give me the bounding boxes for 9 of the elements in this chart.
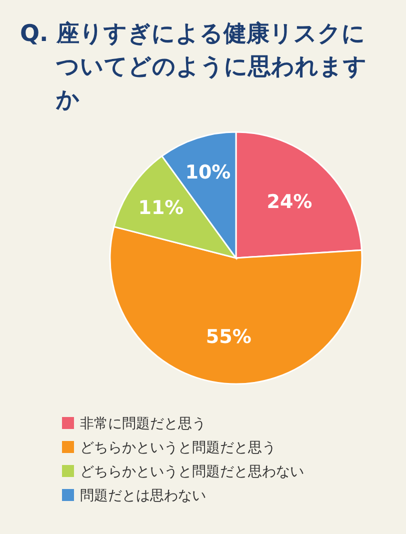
chart-title: Q. 座りすぎによる健康リスクについてどのように思われますか — [20, 20, 368, 115]
legend-label: どちらかというと問題だと思う — [80, 440, 276, 456]
legend-label: 非常に問題だと思う — [80, 416, 206, 432]
data-label: 24% — [266, 191, 312, 214]
data-label: 11% — [138, 197, 184, 220]
legend-label: どちらかというと問題だと思わない — [80, 464, 304, 480]
legend-label: 問題だとは思わない — [80, 488, 206, 504]
data-label: 55% — [206, 326, 252, 348]
data-label: 10% — [185, 162, 231, 184]
